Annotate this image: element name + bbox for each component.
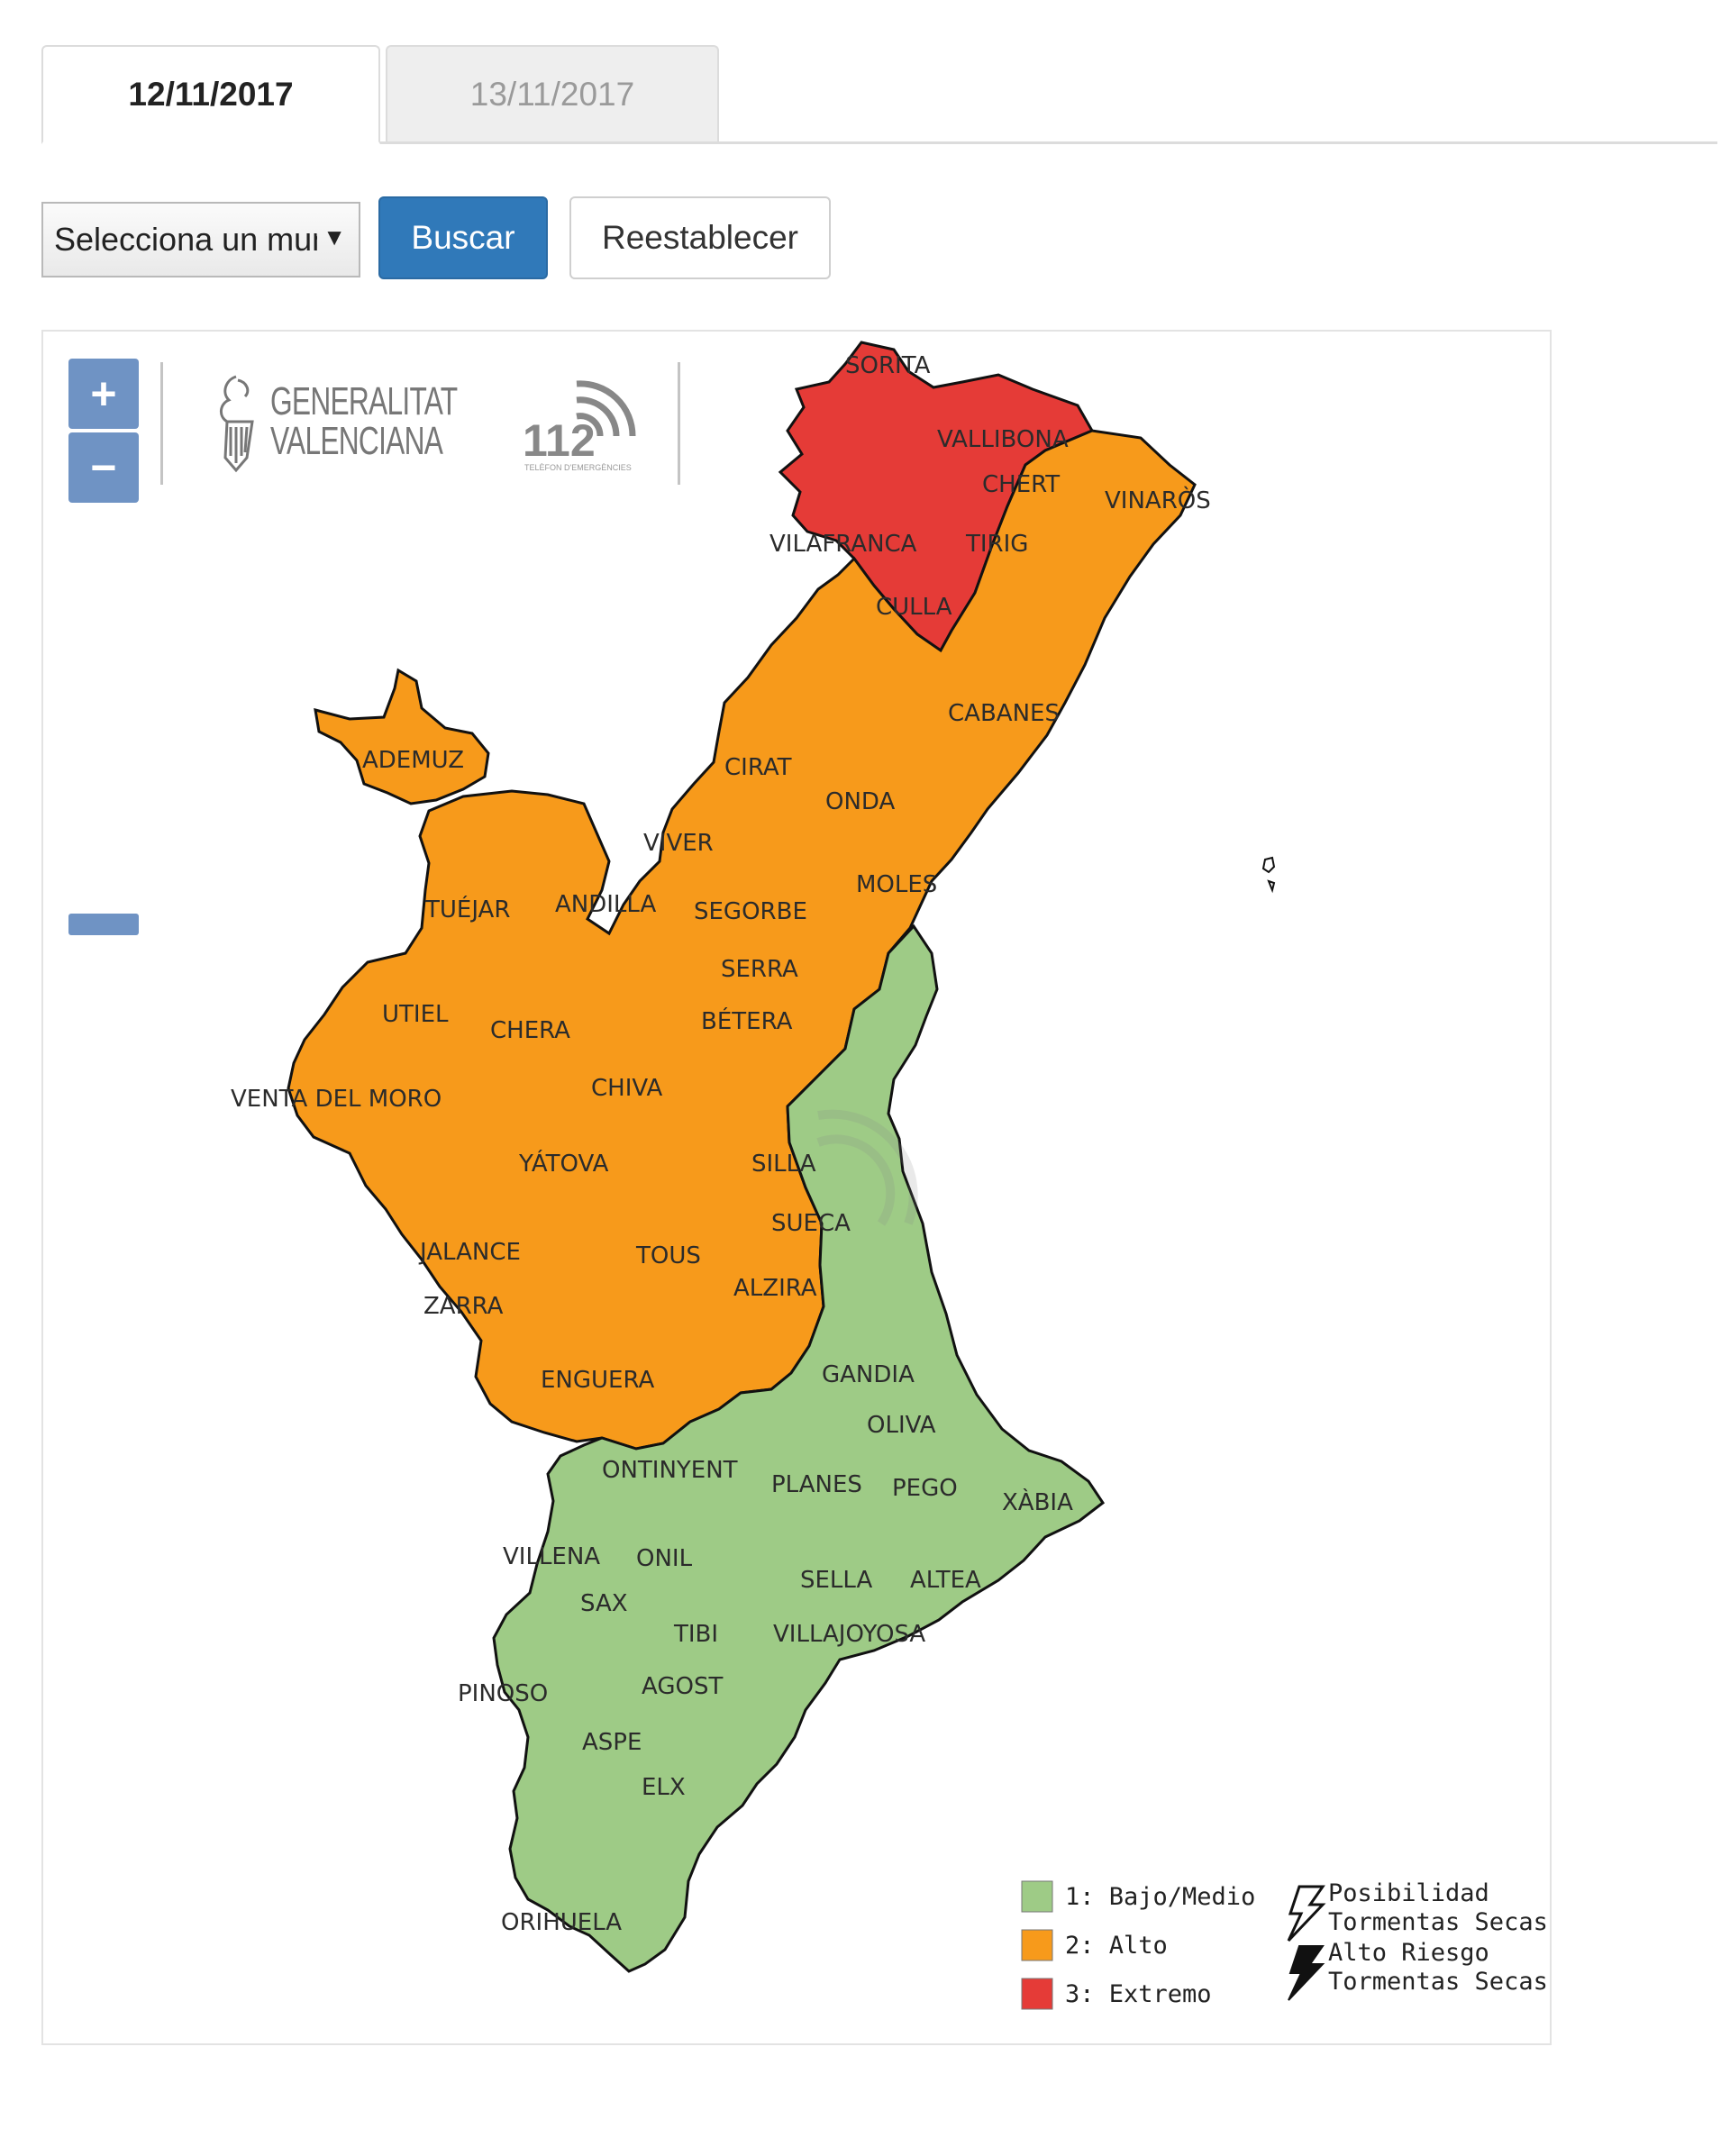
legend-swatch-extreme [1021,1978,1053,2010]
signal-waves-icon: 112 TELÈFON D'EMERGÈNCIES [523,380,636,472]
zoom-controls: + − [68,359,141,503]
zoom-in-button[interactable]: + [68,359,139,429]
map-panel[interactable]: SORITA VALLIBONA CHERT VINARÒS VILAFRANCA TIR… [41,330,1552,2045]
municipality-label: TIBI [673,1621,718,1648]
legend-label-extreme: 3: Extremo [1065,1980,1212,2008]
municipality-label: VILAFRANCA [769,531,917,558]
municipality-label: TOUS [635,1242,701,1269]
tab-12-11-2017[interactable]: 12/11/2017 [41,45,380,144]
municipality-label: YÁTOVA [518,1149,609,1178]
municipality-label: TIRIG [965,531,1028,558]
municipality-label: UTIEL [382,1001,449,1028]
municipality-label: ALTEA [910,1567,981,1594]
municipality-label: CHERT [982,471,1060,498]
map-legend: 1: Bajo/Medio 2: Alto 3: Extremo Posibil… [1021,1879,1548,2010]
legend-swatch-high [1021,1929,1053,1961]
legend-swatch-low [1021,1880,1053,1913]
municipality-label: TUÉJAR [424,895,510,923]
municipality-label: VENTA DEL MORO [231,1086,442,1113]
columbretes-islands [1261,856,1276,874]
municipality-label: GANDIA [822,1361,915,1388]
generalitat-emblem-icon [220,375,254,473]
tab-13-11-2017[interactable]: 13/11/2017 [386,45,719,141]
municipality-label: XÀBIA [1002,1487,1073,1516]
municipality-label: ADEMUZ [362,747,464,774]
municipality-label: VINARÒS [1105,486,1211,514]
zoom-out-button[interactable]: − [68,432,139,503]
municipality-label: MOLES [856,871,937,898]
municipality-label: VILLAJOYOSA [773,1621,925,1648]
municipality-label: SELLA [800,1567,872,1594]
municipality-label: PLANES [771,1471,862,1498]
reset-button[interactable]: Reestablecer [569,196,831,279]
municipality-label: BÉTERA [701,1006,793,1035]
date-tabs: 12/11/2017 13/11/2017 [41,45,1717,144]
generalitat-logo: GENERALITAT VALENCIANA [211,366,458,483]
toolbar-separator [160,362,163,485]
municipality-label: SUECA [771,1210,851,1237]
logo-112-number: 112 [523,415,596,466]
logo-text-line1: GENERALITAT [270,379,458,423]
fire-risk-map: SORITA VALLIBONA CHERT VINARÒS VILAFRANCA TIR… [231,341,1548,2010]
islet [1267,879,1276,894]
legend-label-low: 1: Bajo/Medio [1065,1883,1255,1911]
logo-112-subtitle: TELÈFON D'EMERGÈNCIES [524,463,632,472]
municipality-label: ZARRA [423,1293,504,1320]
municipality-label: VILLENA [503,1543,600,1570]
municipality-select[interactable]: Selecciona un municipio ▼ [41,202,360,277]
tabs-divider [41,141,1717,144]
municipality-label: ANDILLA [555,891,656,918]
municipality-label: ALZIRA [733,1275,817,1302]
lightning-solid-icon [1288,1945,1325,2001]
municipality-label: CABANES [948,700,1060,727]
municipality-label: ONDA [825,788,895,815]
municipality-labels: SORITA VALLIBONA CHERT VINARÒS VILAFRANCA TIR… [231,352,1211,1936]
legend-possible-line1: Posibilidad [1328,1879,1489,1907]
municipality-label: CIRAT [724,754,792,781]
legend-high-line2: Tormentas Secas [1328,1968,1548,1996]
municipality-label: SERRA [721,956,798,983]
search-button[interactable]: Buscar [378,196,548,279]
municipality-label: OLIVA [867,1412,936,1439]
municipality-label: SILLA [751,1151,816,1178]
municipality-label: SEGORBE [694,898,807,925]
municipality-label: SAX [580,1590,628,1617]
watermark-112 [816,1109,918,1226]
lightning-outline-icon [1287,1885,1326,1942]
municipality-label: CHERA [490,1017,570,1044]
municipality-label: PEGO [892,1475,958,1502]
municipality-label: VALLIBONA [937,426,1069,453]
caret-down-icon: ▼ [323,223,346,250]
logo-112: 112 TELÈFON D'EMERGÈNCIES [521,364,647,481]
municipality-label: PINOSO [458,1680,548,1707]
legend-possible-line2: Tormentas Secas [1328,1908,1548,1936]
municipality-label: ONIL [636,1545,693,1572]
municipality-label: ORIHUELA [501,1909,622,1936]
municipality-label: ASPE [582,1729,642,1756]
logo-text-line2: VALENCIANA [270,419,443,463]
generalitat-wordmark: GENERALITAT VALENCIANA [270,379,458,463]
municipality-label: AGOST [642,1673,723,1700]
legend-high-line1: Alto Riesgo [1328,1939,1489,1967]
zoom-slider-handle[interactable] [68,914,139,935]
municipality-label: VIVER [643,830,714,857]
municipality-label: JALANCE [418,1239,521,1266]
municipality-select-value: Selecciona un municipio [54,221,317,258]
municipality-label: CULLA [876,594,952,621]
municipality-label: CHIVA [591,1075,662,1102]
municipality-label: SORITA [845,352,931,379]
municipality-label: ONTINYENT [602,1457,738,1484]
municipality-label: ELX [642,1774,686,1801]
toolbar-separator [678,362,680,485]
legend-label-high: 2: Alto [1065,1932,1168,1960]
municipality-label: ENGUERA [541,1367,654,1394]
